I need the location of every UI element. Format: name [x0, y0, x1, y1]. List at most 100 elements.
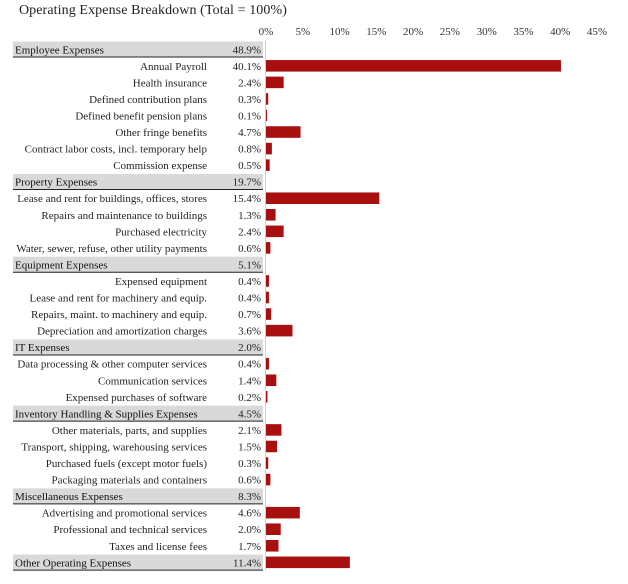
- value-label: 1.3%: [238, 210, 261, 222]
- value-label: 1.7%: [238, 541, 261, 553]
- chart-title: Operating Expense Breakdown (Total = 100…: [18, 3, 288, 18]
- value-label: 2.4%: [238, 77, 261, 89]
- value-label: 0.4%: [238, 359, 261, 371]
- value-label: 4.6%: [238, 508, 261, 520]
- value-label: 11.4%: [233, 557, 261, 569]
- item-label: Lease and rent for buildings, offices, s…: [17, 193, 207, 205]
- value-label: 4.5%: [238, 408, 261, 420]
- item-label: Transport, shipping, warehousing service…: [21, 441, 207, 453]
- bar: [266, 291, 269, 304]
- bar: [266, 109, 267, 122]
- bar: [266, 457, 269, 469]
- bar: [266, 275, 269, 287]
- bar: [266, 242, 271, 254]
- value-label: 0.3%: [238, 94, 261, 106]
- bar: [266, 76, 284, 89]
- item-label: Other materials, parts, and supplies: [52, 425, 207, 437]
- bar: [266, 374, 277, 387]
- item-label: Health insurance: [133, 77, 207, 89]
- x-tick-label: 45%: [587, 26, 607, 38]
- x-tick-label: 15%: [366, 26, 386, 38]
- value-label: 0.8%: [238, 144, 261, 156]
- item-label: Purchased electricity: [115, 226, 207, 238]
- x-tick-label: 5%: [295, 26, 310, 38]
- bar: [266, 308, 272, 320]
- item-label: Defined benefit pension plans: [75, 110, 207, 122]
- value-label: 2.4%: [238, 226, 261, 238]
- value-label: 1.4%: [238, 375, 261, 387]
- category-label: Property Expenses: [15, 177, 97, 189]
- value-label: 0.1%: [238, 110, 261, 122]
- bar: [266, 60, 561, 72]
- bar: [266, 556, 350, 569]
- category-header-band: [13, 339, 263, 355]
- value-label: 0.3%: [238, 458, 261, 470]
- category-label: Other Operating Expenses: [15, 557, 131, 569]
- item-label: Commission expense: [113, 160, 207, 172]
- item-label: Contract labor costs, incl. temporary he…: [25, 144, 208, 156]
- item-label: Taxes and license fees: [109, 541, 207, 553]
- bar: [266, 225, 284, 238]
- value-label: 0.6%: [238, 243, 261, 255]
- x-tick-label: 0%: [259, 26, 274, 38]
- category-header-band: [13, 554, 263, 571]
- bar: [266, 324, 293, 337]
- value-label: 8.3%: [238, 491, 261, 503]
- item-label: Advertising and promotional services: [42, 508, 207, 520]
- bar: [266, 126, 301, 138]
- bar: [266, 159, 270, 171]
- category-header-band: [13, 256, 263, 273]
- item-label: Repairs and maintenance to buildings: [41, 210, 207, 222]
- bar: [266, 142, 272, 155]
- value-label: 2.1%: [238, 425, 261, 437]
- value-label: 0.6%: [238, 475, 261, 487]
- item-label: Data processing & other computer service…: [17, 359, 207, 371]
- category-header-band: [13, 41, 263, 58]
- bar: [266, 93, 269, 105]
- value-label: 0.5%: [238, 160, 261, 172]
- value-label: 15.4%: [233, 193, 261, 205]
- bar: [266, 440, 278, 453]
- item-label: Water, sewer, refuse, other utility paym…: [16, 243, 207, 255]
- x-tick-label: 35%: [513, 26, 533, 38]
- item-label: Expensed purchases of software: [66, 392, 208, 404]
- bar: [266, 473, 271, 486]
- bar: [266, 357, 269, 370]
- value-label: 2.0%: [238, 524, 261, 536]
- item-label: Communication services: [98, 375, 207, 387]
- category-label: Employee Expenses: [15, 44, 104, 56]
- category-header-band: [13, 173, 263, 190]
- item-label: Purchased fuels (except motor fuels): [46, 458, 208, 470]
- value-label: 2.0%: [238, 342, 261, 354]
- x-tick-label: 40%: [550, 26, 570, 38]
- category-header-band: [13, 405, 263, 422]
- item-label: Annual Payroll: [140, 61, 207, 73]
- value-label: 0.7%: [238, 309, 261, 321]
- category-label: IT Expenses: [15, 342, 69, 354]
- item-label: Lease and rent for machinery and equip.: [30, 293, 208, 305]
- bar: [266, 424, 282, 436]
- x-tick-label: 30%: [477, 26, 497, 38]
- value-label: 1.5%: [238, 441, 261, 453]
- x-tick-label: 25%: [440, 26, 460, 38]
- value-label: 40.1%: [233, 61, 261, 73]
- value-label: 3.6%: [238, 326, 261, 338]
- bar: [266, 209, 276, 221]
- item-label: Professional and technical services: [53, 524, 207, 536]
- bar: [266, 506, 300, 519]
- category-label: Equipment Expenses: [15, 259, 108, 271]
- item-label: Repairs, maint. to machinery and equip.: [31, 309, 207, 321]
- item-label: Other fringe benefits: [115, 127, 207, 139]
- category-header-band: [13, 488, 263, 504]
- category-label: Miscellaneous Expenses: [15, 491, 123, 503]
- category-label: Inventory Handling & Supplies Expenses: [15, 408, 198, 420]
- item-label: Depreciation and amortization charges: [37, 326, 207, 338]
- value-label: 0.4%: [238, 293, 261, 305]
- bar: [266, 540, 279, 552]
- x-tick-label: 10%: [329, 26, 349, 38]
- bar: [266, 192, 380, 204]
- x-tick-label: 20%: [403, 26, 423, 38]
- value-label: 19.7%: [233, 177, 261, 189]
- value-label: 0.4%: [238, 276, 261, 288]
